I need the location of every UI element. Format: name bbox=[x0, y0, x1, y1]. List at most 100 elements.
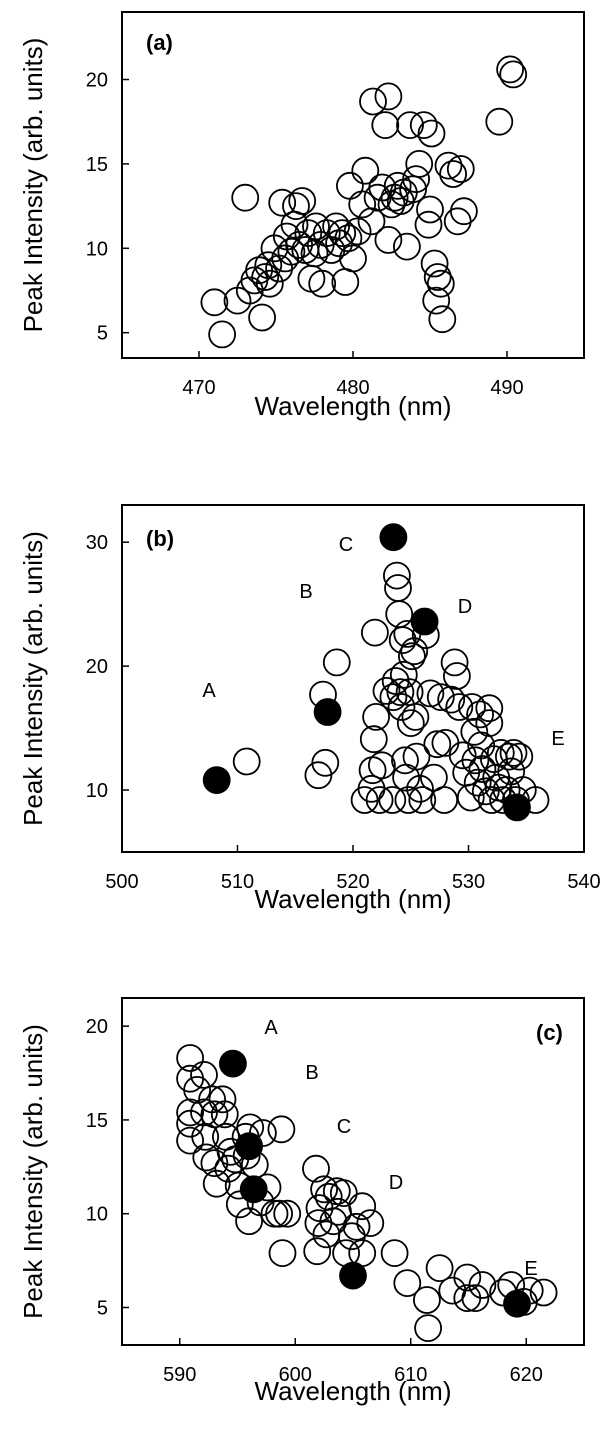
open-data-point bbox=[475, 694, 504, 723]
filled-data-point bbox=[235, 1132, 264, 1161]
x-tick-label: 490 bbox=[490, 377, 523, 399]
open-data-point bbox=[267, 1115, 296, 1144]
open-data-point bbox=[426, 683, 455, 711]
open-data-point bbox=[371, 111, 400, 139]
open-data-point bbox=[392, 232, 421, 261]
open-data-point bbox=[396, 111, 424, 139]
open-data-point bbox=[303, 1237, 332, 1266]
open-data-point bbox=[374, 82, 403, 111]
chart-panel-2: 500 510 520 530 540 10 20 30 Wavelength (nm) Peak… bbox=[18, 504, 601, 914]
open-data-point bbox=[417, 119, 446, 148]
data-markers bbox=[202, 523, 550, 822]
x-axis-title: Wavelength (nm) bbox=[255, 391, 452, 421]
open-data-point bbox=[358, 756, 387, 785]
open-data-point bbox=[391, 746, 419, 775]
open-data-point bbox=[231, 183, 260, 212]
point-annotation: B bbox=[305, 1062, 318, 1084]
x-tick-label: 620 bbox=[510, 1364, 543, 1386]
open-data-point bbox=[176, 1126, 205, 1155]
x-tick-label: 480 bbox=[336, 377, 369, 399]
open-data-point bbox=[437, 685, 466, 714]
open-data-point bbox=[322, 648, 351, 677]
x-tick-label: 510 bbox=[221, 871, 254, 893]
open-data-point bbox=[380, 1239, 409, 1267]
open-data-point bbox=[176, 1098, 205, 1127]
y-tick-label: 20 bbox=[86, 1016, 108, 1038]
open-data-point bbox=[423, 730, 452, 759]
filled-data-point bbox=[202, 766, 231, 794]
open-data-point bbox=[359, 87, 387, 116]
open-data-point bbox=[386, 678, 415, 706]
open-data-point bbox=[348, 1192, 377, 1221]
open-data-point bbox=[300, 239, 329, 268]
open-data-point bbox=[183, 1076, 212, 1104]
y-tick-label: 15 bbox=[86, 154, 108, 176]
point-annotation: E bbox=[551, 728, 564, 750]
y-tick-label: 20 bbox=[86, 656, 108, 678]
open-data-point bbox=[378, 786, 407, 814]
x-tick-label: 500 bbox=[105, 871, 138, 893]
open-data-point bbox=[449, 197, 478, 226]
open-data-point bbox=[443, 207, 472, 236]
open-data-point bbox=[251, 263, 280, 291]
open-data-point bbox=[419, 763, 448, 792]
y-axis-title: Peak Intensity (arb. units) bbox=[18, 531, 48, 826]
open-data-point bbox=[302, 1154, 330, 1183]
y-tick-label: 5 bbox=[97, 1297, 108, 1319]
point-annotation: A bbox=[202, 680, 216, 702]
open-data-point bbox=[387, 693, 416, 721]
x-tick-label: 470 bbox=[182, 377, 215, 399]
open-data-point bbox=[416, 195, 444, 224]
y-axis-title: Peak Intensity (arb. units) bbox=[18, 1024, 48, 1319]
open-data-point bbox=[314, 1182, 343, 1211]
filled-data-point bbox=[239, 1175, 268, 1204]
open-data-point bbox=[438, 1276, 467, 1305]
open-data-point bbox=[214, 1154, 243, 1183]
y-axis-title: Peak Intensity (arb. units) bbox=[18, 38, 48, 333]
open-data-point bbox=[324, 1197, 352, 1226]
open-data-point bbox=[461, 746, 490, 775]
open-data-point bbox=[359, 725, 388, 754]
open-data-point bbox=[200, 288, 229, 317]
open-data-point bbox=[367, 751, 396, 780]
open-data-point bbox=[388, 626, 417, 654]
open-data-point bbox=[456, 783, 485, 812]
chart-panel-1: 470 480 490 5 10 15 20 Wavelength (nm) Peak Inte… bbox=[18, 11, 585, 421]
filled-data-point bbox=[218, 1049, 247, 1078]
open-data-point bbox=[402, 742, 431, 771]
open-data-point bbox=[360, 618, 389, 647]
filled-data-point bbox=[410, 607, 439, 636]
open-data-point bbox=[408, 786, 437, 814]
open-data-point bbox=[445, 693, 474, 721]
y-tick-label: 10 bbox=[86, 238, 108, 260]
open-data-point bbox=[440, 648, 469, 677]
open-data-point bbox=[210, 1100, 239, 1129]
open-data-point bbox=[342, 1212, 371, 1241]
point-annotation: B bbox=[299, 581, 312, 603]
open-data-point bbox=[268, 188, 297, 217]
open-data-point bbox=[382, 561, 411, 590]
open-data-point bbox=[396, 709, 425, 737]
open-data-point bbox=[497, 757, 526, 786]
open-data-point bbox=[208, 320, 237, 349]
point-annotation: C bbox=[339, 534, 353, 556]
filled-data-point bbox=[379, 523, 408, 552]
data-markers bbox=[200, 55, 528, 349]
open-data-point bbox=[383, 171, 412, 200]
open-data-point bbox=[379, 683, 408, 711]
y-tick-label: 10 bbox=[86, 780, 108, 802]
open-data-point bbox=[288, 187, 317, 215]
open-data-point bbox=[273, 1199, 302, 1228]
open-data-point bbox=[225, 1190, 254, 1219]
open-data-point bbox=[422, 286, 451, 315]
filled-data-point bbox=[339, 1261, 367, 1290]
open-data-point bbox=[475, 709, 504, 737]
open-data-point bbox=[374, 225, 403, 254]
open-data-point bbox=[420, 249, 449, 278]
open-data-point bbox=[529, 1278, 558, 1307]
plot-frame bbox=[121, 997, 585, 1346]
data-markers bbox=[176, 1044, 558, 1342]
open-data-point bbox=[453, 1263, 482, 1292]
chart-panel-3: 590 600 610 620 5 10 15 20 Wavelength (nm) Peak I… bbox=[18, 997, 585, 1406]
open-data-point bbox=[463, 768, 492, 797]
